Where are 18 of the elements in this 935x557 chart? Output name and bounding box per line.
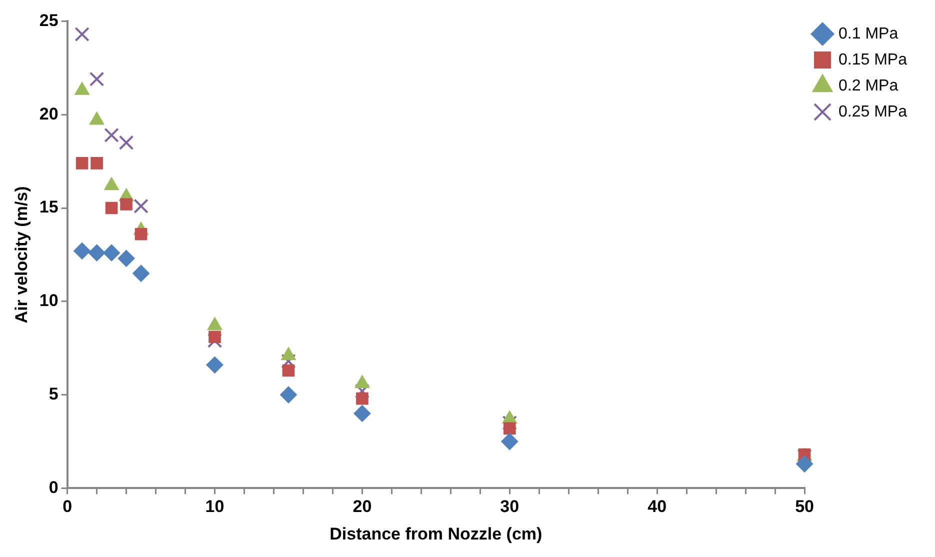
x-tick-label: 40 — [648, 497, 667, 516]
y-axis-title: Air velocity (m/s) — [12, 186, 31, 324]
legend-label: 0.25 MPa — [838, 103, 908, 120]
y-tick-label: 5 — [48, 384, 58, 404]
x-tick-label: 50 — [795, 497, 814, 516]
y-tick-label: 10 — [39, 291, 58, 310]
legend-label: 0.1 MPa — [838, 25, 898, 42]
y-tick-label: 15 — [39, 198, 58, 217]
x-tick-label: 30 — [500, 497, 520, 516]
y-tick-label: 0 — [48, 478, 58, 497]
x-tick-label: 0 — [62, 497, 72, 516]
x-tick-label: 20 — [352, 497, 372, 516]
y-tick-label: 20 — [39, 104, 58, 124]
x-axis-title: Distance from Nozzle (cm) — [330, 524, 542, 544]
x-tick-label: 10 — [205, 497, 224, 516]
y-tick-label: 25 — [39, 10, 58, 30]
legend-label: 0.2 MPa — [838, 77, 898, 94]
legend-label: 0.15 MPa — [838, 51, 908, 68]
